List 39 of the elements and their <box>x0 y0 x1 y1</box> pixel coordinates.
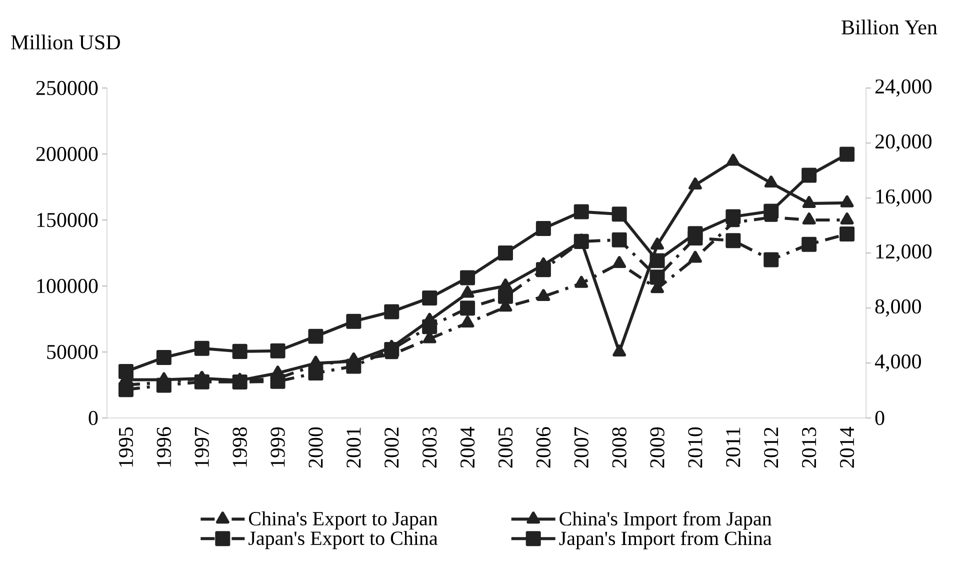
y2-tick-label: 12,000 <box>876 244 932 262</box>
legend-label: China's Import from Japan <box>560 511 772 530</box>
x-tick-label: 1996 <box>156 427 171 467</box>
y-tick-label: 0 <box>88 410 98 426</box>
x-tick-label: 2004 <box>460 426 475 468</box>
x-tick-label: 2008 <box>612 427 626 468</box>
legend-label: Japan's Import from China <box>559 530 772 550</box>
y2-axis-title: Billion Yen <box>842 20 938 34</box>
x-tick-label: 2001 <box>346 428 361 468</box>
x-tick-label: 2006 <box>536 427 551 468</box>
y2-tick-label: 0 <box>875 410 884 426</box>
y-tick-label: 50000 <box>47 344 98 360</box>
x-tick-label: 1999 <box>270 427 285 467</box>
x-tick-label: 2013 <box>802 427 816 468</box>
legend-label: China's Export to Japan <box>248 511 438 530</box>
x-tick-label: 1995 <box>118 427 134 467</box>
y-tick-label: 250000 <box>36 80 98 96</box>
y-tick-label: 200000 <box>36 146 98 162</box>
y2-tick-label: 8,000 <box>875 299 921 317</box>
y-tick-label: 150000 <box>37 212 98 228</box>
x-tick-label: 2002 <box>384 428 399 468</box>
x-tick-label: 2010 <box>688 427 702 468</box>
y2-tick-label: 4,000 <box>874 354 921 372</box>
x-tick-label: 2000 <box>308 427 323 468</box>
x-tick-label: 1997 <box>194 427 209 467</box>
y2-tick-label: 24,000 <box>875 79 932 97</box>
x-tick-label: 2005 <box>498 427 513 468</box>
x-tick-label: 1998 <box>232 427 247 467</box>
x-tick-label: 2003 <box>422 427 437 468</box>
legend-label: Japan's Export to China <box>248 530 438 550</box>
x-tick-label: 2014 <box>840 426 854 468</box>
y-tick-label: 100000 <box>37 278 98 294</box>
x-tick-label: 2007 <box>574 427 588 468</box>
y-axis-title: Million USD <box>11 34 120 50</box>
x-tick-label: 2012 <box>764 428 778 468</box>
y2-tick-label: 20,000 <box>875 134 932 152</box>
x-tick-label: 2011 <box>726 428 740 467</box>
x-tick-label: 2009 <box>650 427 664 468</box>
y2-tick-label: 16,000 <box>876 189 932 207</box>
